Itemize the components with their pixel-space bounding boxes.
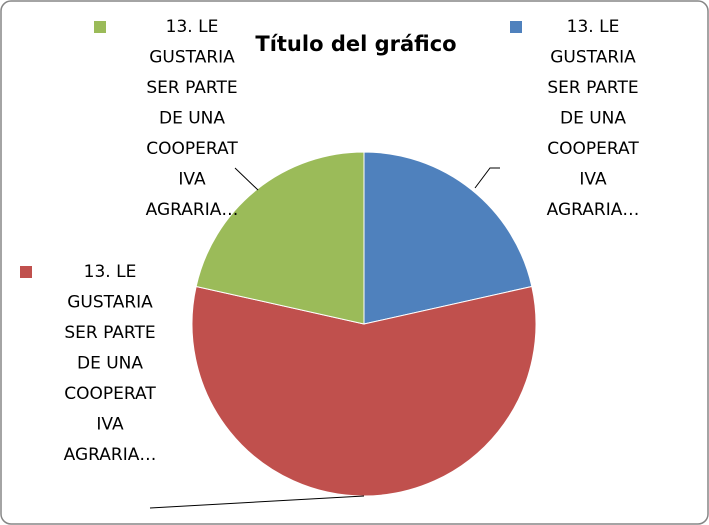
leader-line (474, 167, 500, 189)
pie-slice (191, 285, 537, 497)
leader-line (149, 495, 365, 509)
data-label: 13. LE GUSTARIA SER PARTE DE UNA COOPERAT IVA… (146, 17, 239, 220)
leader-line (234, 167, 259, 191)
pie-slice (363, 151, 533, 325)
legend-key (94, 21, 106, 33)
data-label: 13. LE GUSTARIA SER PARTE DE UNA COOPERAT IVA… (547, 17, 640, 220)
data-label: 13. LE GUSTARIA SER PARTE DE UNA COOPERAT IVA… (64, 262, 157, 465)
legend-key (20, 266, 32, 278)
legend-key (510, 21, 522, 33)
chart-title: Título del gráfico (255, 32, 456, 56)
pie-slice (195, 151, 365, 325)
